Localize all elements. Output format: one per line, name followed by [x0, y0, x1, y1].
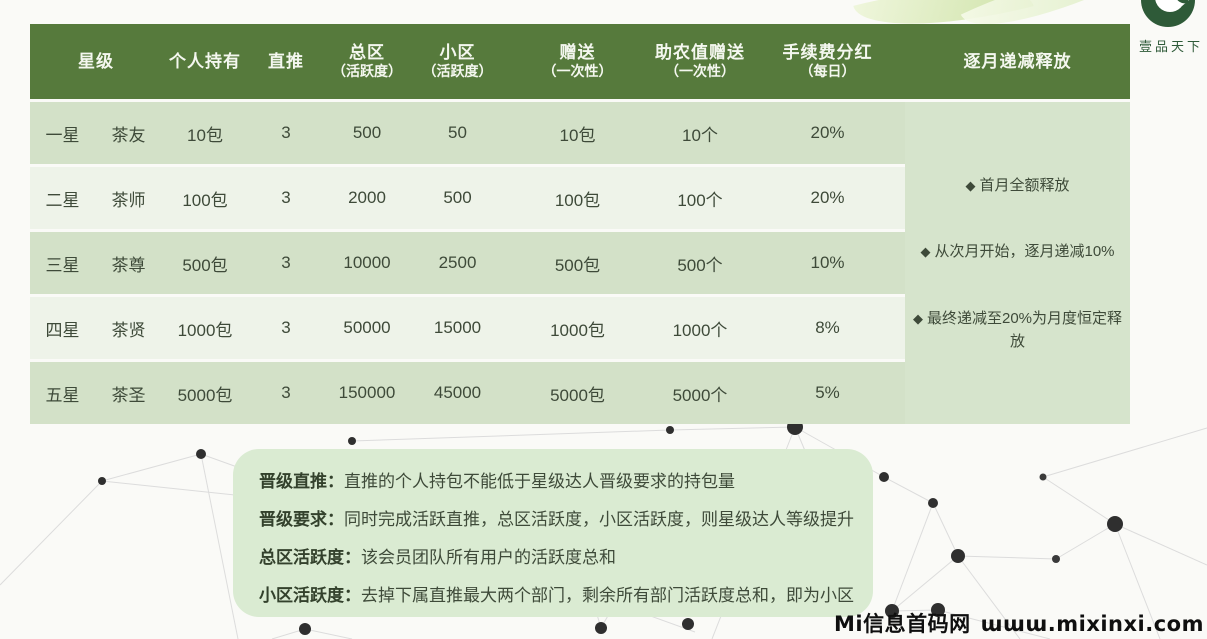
- rules-note-box: 晋级直推：直推的个人持包不能低于星级达人晋级要求的持包量 晋级要求：同时完成活跃…: [233, 449, 873, 617]
- cell-star: 五星: [45, 385, 80, 405]
- cell-fee: 5%: [815, 383, 840, 402]
- brand-name: 壹品天下: [1139, 39, 1204, 54]
- cell-star: 三星: [45, 255, 80, 275]
- cell-star: 一星: [45, 125, 80, 145]
- monthly-release-cell: ◆ 首月全额释放 ◆ 从次月开始，逐月递减10% ◆ 最终递减至20%为月度恒定释放: [905, 102, 1130, 424]
- table-row: 一星 茶友 10包 3 500 50 10包 10个 20%: [30, 102, 905, 164]
- release-bullet: ◆ 从次月开始，逐月递减10%: [920, 243, 1115, 261]
- table-row: 二星 茶师 100包 3 2000 500 100包 100个 20%: [30, 167, 905, 229]
- cell-push: 3: [281, 188, 291, 207]
- header-cell-direct-push: 直推: [268, 51, 304, 71]
- header-cell-monthly-release: 逐月递减释放: [963, 51, 1072, 71]
- cell-hold: 1000包: [177, 320, 233, 340]
- cell-hold: 100包: [182, 190, 228, 210]
- release-bullet: ◆ 首月全额释放: [965, 177, 1070, 194]
- watermark: Mi信息首码网 ɯɯɯ.mixinxi.com: [834, 608, 1204, 638]
- cell-name: 茶尊: [111, 255, 146, 275]
- cell-gift: 10包: [559, 125, 596, 145]
- cell-fee: 20%: [810, 188, 845, 207]
- note-line: 小区活跃度：去掉下属直推最大两个部门，剩余所有部门活跃度总和，即为小区: [259, 586, 854, 605]
- diamond-bullet-icon: ◆: [965, 178, 976, 193]
- table-row: 四星 茶贤 1000包 3 50000 15000 1000包 1000个 8%: [30, 297, 905, 359]
- cell-gift: 100包: [554, 190, 601, 210]
- release-bullet: ◆ 最终递减至20%为月度恒定释放: [912, 309, 1123, 350]
- header-cell-agri-gift: 助农值赠送 （一次性）: [655, 43, 745, 80]
- cell-hold: 10包: [187, 125, 223, 145]
- cell-agri: 100个: [677, 190, 723, 210]
- cell-small-zone: 2500: [438, 253, 477, 272]
- cell-agri: 5000个: [672, 385, 728, 405]
- cell-name: 茶师: [111, 190, 146, 210]
- cell-small-zone: 15000: [433, 318, 482, 337]
- cell-fee: 20%: [810, 123, 845, 142]
- cell-small-zone: 45000: [433, 383, 482, 402]
- brand-logo-icon: [1141, 0, 1195, 27]
- table-row: 五星 茶圣 5000包 3 150000 45000 5000包 5000个 5…: [30, 362, 905, 424]
- cell-agri: 10个: [682, 125, 718, 145]
- cell-star: 二星: [45, 190, 80, 210]
- cell-hold: 5000包: [177, 385, 233, 405]
- cell-gift: 1000包: [550, 320, 605, 340]
- table-header-row: 星级 个人持有 直推 总区 （活跃度） 小区 （活跃度） 赠送 （一次性） 助农值赠送…: [30, 24, 1130, 99]
- header-cell-star-level: 星级: [78, 51, 114, 71]
- cell-small-zone: 50: [448, 123, 467, 142]
- cell-push: 3: [281, 383, 291, 402]
- diamond-bullet-icon: ◆: [920, 244, 931, 260]
- watermark-site: Mi信息首码网: [834, 612, 971, 636]
- table-body: 一星 茶友 10包 3 500 50 10包 10个 20% 二星 茶师 100…: [30, 102, 1130, 424]
- cell-total-zone: 2000: [348, 188, 386, 207]
- cell-total-zone: 500: [352, 123, 382, 142]
- cell-total-zone: 10000: [343, 253, 391, 272]
- cell-agri: 500个: [677, 255, 723, 275]
- cell-name: 茶友: [111, 125, 146, 145]
- table-row: 三星 茶尊 500包 3 10000 2500 500包 500个 10%: [30, 232, 905, 294]
- header-cell-gift: 赠送 （一次性）: [542, 43, 613, 80]
- cell-push: 3: [281, 318, 291, 337]
- cell-fee: 8%: [815, 318, 840, 337]
- cell-total-zone: 50000: [343, 318, 391, 337]
- cell-name: 茶圣: [111, 385, 146, 405]
- cell-gift: 5000包: [550, 385, 605, 405]
- cell-push: 3: [281, 253, 291, 272]
- cell-push: 3: [281, 123, 291, 142]
- cell-agri: 1000个: [672, 320, 728, 340]
- tier-table: 星级 个人持有 直推 总区 （活跃度） 小区 （活跃度） 赠送 （一次性） 助农值赠送…: [30, 24, 1130, 427]
- cell-total-zone: 150000: [338, 383, 396, 402]
- diamond-bullet-icon: ◆: [912, 310, 923, 326]
- cell-name: 茶贤: [111, 320, 146, 340]
- header-cell-total-zone: 总区 （活跃度）: [332, 43, 402, 80]
- cell-gift: 500包: [554, 255, 601, 275]
- cell-fee: 10%: [810, 253, 845, 272]
- cell-star: 四星: [45, 320, 80, 340]
- header-cell-fee-dividend: 手续费分红 （每日）: [782, 43, 873, 80]
- note-line: 晋级要求：同时完成活跃直推，总区活跃度，小区活跃度，则星级达人等级提升: [259, 510, 854, 529]
- header-cell-personal-hold: 个人持有: [169, 51, 241, 71]
- note-line: 晋级直推：直推的个人持包不能低于星级达人晋级要求的持包量: [259, 472, 735, 491]
- cell-small-zone: 500: [443, 188, 472, 207]
- note-line: 总区活跃度：该会员团队所有用户的活跃度总和: [259, 548, 616, 567]
- cell-hold: 500包: [182, 255, 228, 275]
- watermark-url: ɯɯɯ.mixinxi.com: [980, 612, 1204, 636]
- header-cell-small-zone: 小区 （活跃度）: [422, 43, 493, 80]
